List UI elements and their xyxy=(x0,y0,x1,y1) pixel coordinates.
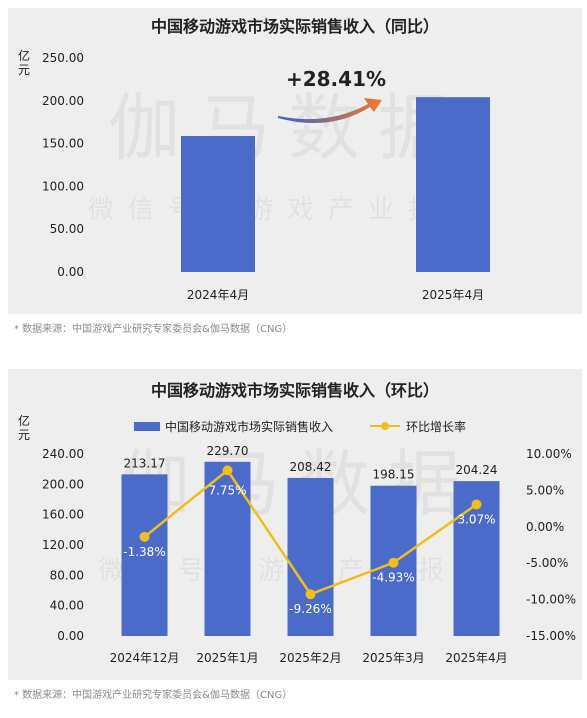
bar-value-label: 229.70 xyxy=(207,444,249,458)
legend-line-label: 环比增长率 xyxy=(406,419,466,434)
growth-rate-label: 7.75% xyxy=(208,483,246,497)
bar-value-label: 198.15 xyxy=(373,468,415,482)
y-tick-label: 0.00 xyxy=(57,629,84,643)
y-axis-label: 亿 xyxy=(18,413,30,428)
x-tick-label: 2024年4月 xyxy=(187,288,249,302)
y2-tick-label: -15.00% xyxy=(526,629,576,643)
y-axis-label: 元 xyxy=(18,63,30,77)
chart-title: 中国移动游戏市场实际销售收入（同比） xyxy=(151,17,439,36)
watermark-subtitle: 微信号：游戏产业报告 xyxy=(88,195,488,225)
y-tick-label: 0.00 xyxy=(57,265,84,279)
x-tick-label: 2025年3月 xyxy=(362,651,424,665)
growth-rate-label: -4.93% xyxy=(372,571,414,585)
y-tick-label: 40.00 xyxy=(50,599,84,613)
growth-rate-marker xyxy=(139,531,150,542)
growth-rate-marker xyxy=(388,557,399,568)
bar-value-label: 208.42 xyxy=(290,460,332,474)
bar xyxy=(416,97,490,272)
bar-value-label: 213.17 xyxy=(124,456,166,470)
y-tick-label: 160.00 xyxy=(42,508,84,522)
chart-panel-mom: 伽马数据微信号：游戏产业报告中国移动游戏市场实际销售收入（环比）亿元中国移动游戏… xyxy=(8,369,582,680)
y-axis-label: 元 xyxy=(18,428,30,442)
bar xyxy=(121,474,168,636)
growth-rate-marker xyxy=(222,465,233,476)
y2-tick-label: -10.00% xyxy=(526,593,576,607)
chart-panel-yoy: 伽马数据微信号：游戏产业报告 中国移动游戏市场实际销售收入（同比） 亿元 0.00 50… xyxy=(8,8,582,314)
y-tick-label: 150.00 xyxy=(42,137,84,151)
bar xyxy=(204,461,251,636)
y-axis-label: 亿 xyxy=(18,48,30,63)
growth-rate-label: 3.07% xyxy=(457,512,495,526)
x-tick-label: 2025年4月 xyxy=(445,651,507,665)
bar xyxy=(181,135,255,272)
legend-bar-label: 中国移动游戏市场实际销售收入 xyxy=(165,419,333,434)
growth-rate-label: -1.38% xyxy=(123,545,165,559)
bar-value-label: 204.24 xyxy=(456,463,498,477)
x-tick-label: 2025年2月 xyxy=(279,651,341,665)
bar xyxy=(287,477,334,636)
y2-tick-label: 5.00% xyxy=(526,483,564,497)
y-tick-label: 120.00 xyxy=(42,538,84,552)
y-tick-label: 50.00 xyxy=(50,222,84,236)
growth-annotation: +28.41% xyxy=(286,67,386,91)
legend-bar-swatch xyxy=(134,422,160,431)
y-tick-label: 100.00 xyxy=(42,179,84,193)
growth-rate-marker xyxy=(305,589,316,600)
growth-rate-marker xyxy=(471,499,482,510)
mom-chart: 伽马数据微信号：游戏产业报告中国移动游戏市场实际销售收入（环比）亿元中国移动游戏… xyxy=(18,381,576,665)
y-tick-label: 200.00 xyxy=(42,477,84,491)
data-source-note: * 数据来源：中国游戏产业研究专家委员会&伽马数据（CNG） xyxy=(14,324,293,335)
data-source-note: * 数据来源：中国游戏产业研究专家委员会&伽马数据（CNG） xyxy=(14,690,293,701)
x-tick-label: 2025年4月 xyxy=(422,288,484,302)
y2-tick-label: 10.00% xyxy=(526,447,572,461)
y-tick-label: 240.00 xyxy=(42,447,84,461)
y-tick-label: 200.00 xyxy=(42,94,84,108)
y-tick-label: 80.00 xyxy=(50,568,84,582)
growth-arrow xyxy=(278,98,382,124)
y2-tick-label: 0.00% xyxy=(526,520,564,534)
y-tick-label: 250.00 xyxy=(42,51,84,65)
legend-line-marker xyxy=(381,422,389,430)
watermark-brand: 伽马数据 xyxy=(108,86,468,170)
chart-title: 中国移动游戏市场实际销售收入（环比） xyxy=(151,381,439,400)
y2-tick-label: -5.00% xyxy=(526,556,568,570)
x-tick-label: 2025年1月 xyxy=(196,651,258,665)
x-tick-label: 2024年12月 xyxy=(110,651,180,665)
growth-rate-label: -9.26% xyxy=(289,602,331,616)
